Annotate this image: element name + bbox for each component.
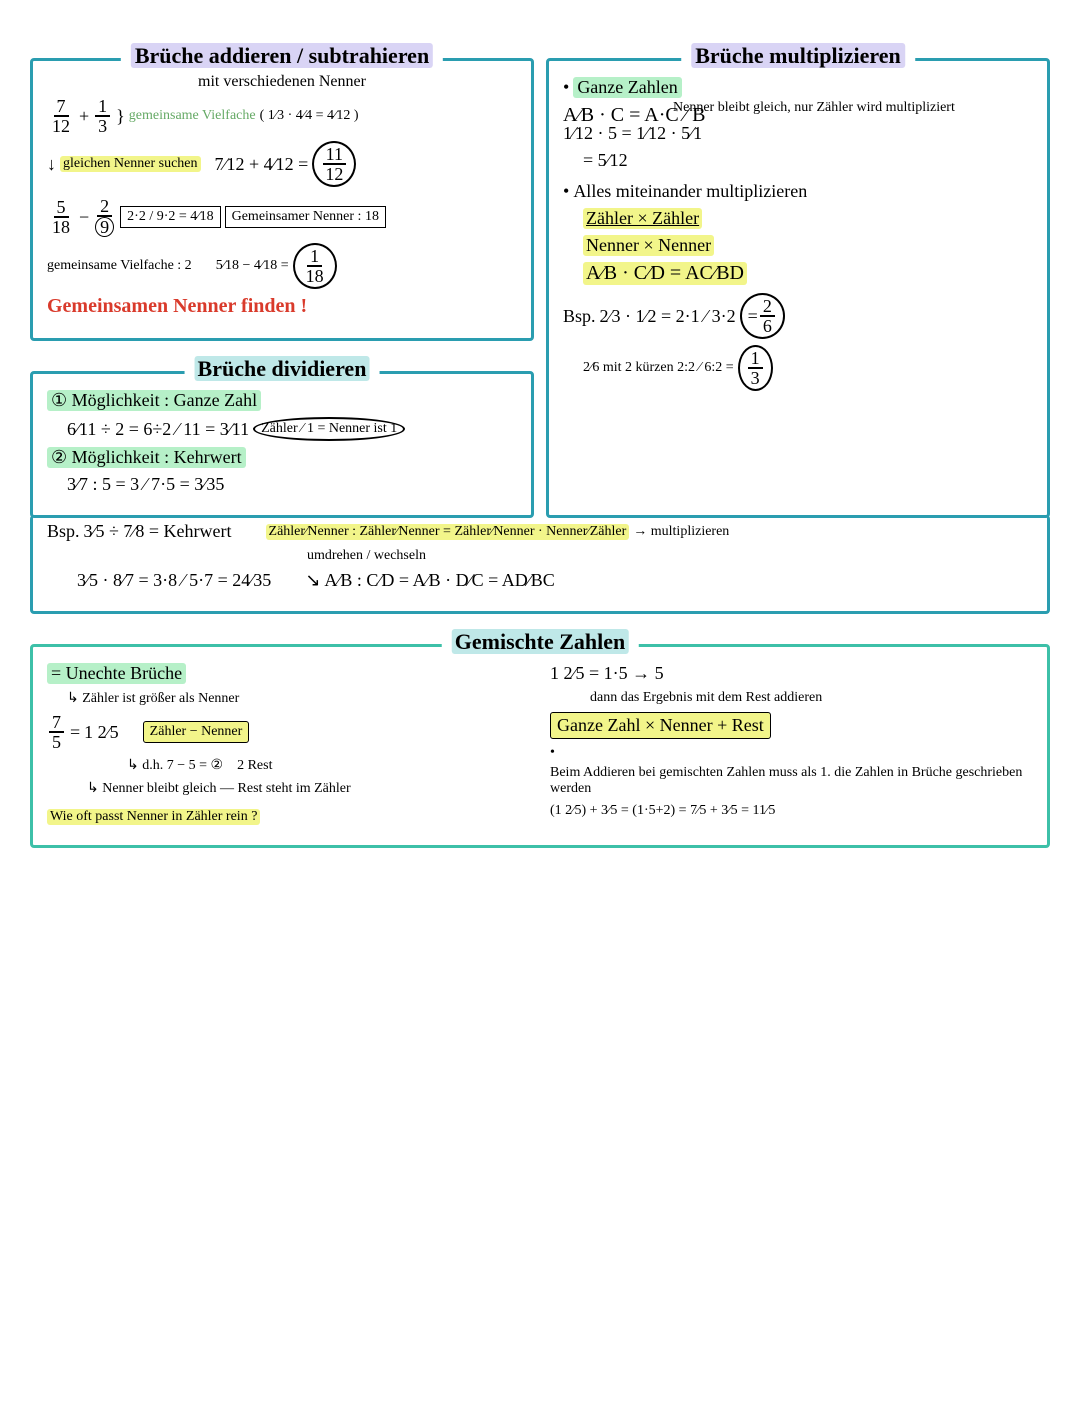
mix-rule1: Zähler − Nenner — [143, 721, 250, 743]
mul-kuerzen: 2⁄6 mit 2 kürzen 2:2 ⁄ 6:2 = 13 — [583, 345, 1033, 391]
mix-unechte: = Unechte Brüche — [47, 663, 530, 684]
div-opt2: ② Möglichkeit : Kehrwert — [47, 447, 517, 468]
mix-addeq: (1 2⁄5) + 3⁄5 = (1·5+2) = 7⁄5 + 3⁄5 = 11… — [550, 803, 1033, 819]
mul-ganze: •Ganze Zahlen — [563, 77, 1033, 98]
title-add-text: Brüche addieren / subtrahieren — [131, 43, 433, 68]
add-eq1: 712 + 13 } gemeinsame Vielfache ( 1⁄3 · … — [47, 97, 517, 135]
box-multiply: Brüche multiplizieren •Ganze Zahlen A⁄B … — [546, 58, 1050, 518]
div-rule: Zähler⁄Nenner : Zähler⁄Nenner = Zähler⁄N… — [266, 524, 630, 540]
title-add: Brüche addieren / subtrahieren — [121, 43, 443, 69]
mul-nxn: Nenner × Nenner — [583, 235, 1033, 256]
box-add-sub: Brüche addieren / subtrahieren mit versc… — [30, 58, 534, 341]
title-mix-text: Gemischte Zahlen — [452, 629, 629, 654]
mul-all: •Alles miteinander multiplizieren — [563, 181, 1033, 202]
sub-vielfache: gemeinsame Vielfache : 2 5⁄18 − 4⁄18 = 1… — [47, 243, 517, 289]
mix-ex: 75 = 1 2⁄5 Zähler − Nenner — [47, 713, 530, 751]
div-bsp-calc: 3⁄5 · 8⁄7 = 3·8 ⁄ 5·7 = 24⁄35 ↘ A⁄B : C⁄… — [77, 570, 1033, 591]
title-div: Brüche dividieren — [185, 356, 380, 382]
mix-dh: ↳ d.h. 7 − 5 = ② 2 Rest — [127, 757, 530, 774]
mix-sub: ↳ Zähler ist größer als Nenner — [67, 690, 530, 707]
mul-note1: Nenner bleibt gleich, nur Zähler wird mu… — [673, 99, 1033, 117]
mix-nenner-note: ↳ Nenner bleibt gleich — Rest steht im Z… — [87, 780, 530, 797]
mix-right2: dann das Ergebnis mit dem Rest addieren — [590, 690, 1033, 706]
mul-bsp: Bsp. 2⁄3 · 1⁄2 = 2·1 ⁄ 3·2 =26 — [563, 293, 1033, 339]
mix-right1: 1 2⁄5 = 1·5 → 5 — [550, 663, 1033, 684]
div-general: A⁄B : C⁄D = A⁄B · D⁄C = AD⁄BC — [324, 570, 554, 591]
sub-eq: 5⁄18 − 4⁄18 = — [216, 258, 289, 274]
title-div-text: Brüche dividieren — [195, 356, 370, 381]
sub-common: Gemeinsamer Nenner : 18 — [225, 206, 386, 228]
div-eq1-note: Zähler ⁄ 1 = Nenner ist 1 — [253, 417, 405, 441]
div-eq2: 3⁄7 : 5 = 3 ⁄ 7·5 = 3⁄35 — [67, 474, 517, 495]
find-nenner: gleichen Nenner suchen — [60, 156, 201, 172]
mul-ex1b: = 5⁄12 — [583, 150, 1033, 171]
sub-convert: 2·2 / 9·2 = 4⁄18 — [120, 206, 220, 228]
box-divide-wide: Bsp. 3⁄5 ÷ 7⁄8 = Kehrwert Zähler⁄Nenner … — [30, 515, 1050, 614]
mix-q: Wie oft passt Nenner in Zähler rein ? — [47, 809, 260, 825]
mul-rule2: A⁄B · C⁄D = AC⁄BD — [583, 262, 1033, 285]
mult-arrow: → multiplizieren — [633, 524, 729, 540]
mix-rule2: Ganze Zahl × Nenner + Rest — [550, 712, 1033, 739]
add-find: ↓ gleichen Nenner suchen 7⁄12 + 4⁄12 = 1… — [47, 141, 517, 187]
div-umdrehen: umdrehen / wechseln — [307, 548, 1033, 564]
title-mul: Brüche multiplizieren — [681, 43, 915, 69]
div-bsp: Bsp. 3⁄5 ÷ 7⁄8 = Kehrwert Zähler⁄Nenner … — [47, 521, 1033, 542]
mix-addnote: •Beim Addieren bei gemischten Zahlen mus… — [550, 745, 1033, 797]
add-eq2: 7⁄12 + 4⁄12 = — [215, 154, 309, 175]
mul-ex1a: 1⁄12 · 5 = 1⁄12 · 5⁄1 — [563, 123, 1033, 144]
div-opt1: ① Möglichkeit : Ganze Zahl — [47, 390, 517, 411]
box-mixed: Gemischte Zahlen = Unechte Brüche ↳ Zähl… — [30, 644, 1050, 848]
page-grid: Brüche addieren / subtrahieren mit versc… — [30, 40, 1050, 848]
title-mul-text: Brüche multiplizieren — [691, 43, 905, 68]
convert-1: ( 1⁄3 · 4⁄4 = 4⁄12 ) — [260, 108, 359, 124]
title-mix: Gemischte Zahlen — [442, 629, 639, 655]
sub-eq1: 518 − 29 2·2 / 9·2 = 4⁄18 Gemeinsamer Ne… — [47, 197, 517, 237]
label-vielfache: gemeinsame Vielfache — [129, 108, 256, 124]
box-divide: Brüche dividieren ① Möglichkeit : Ganze … — [30, 371, 534, 518]
tip-red: Gemeinsamen Nenner finden ! — [47, 295, 517, 318]
subtitle-add: mit verschiedenen Nenner — [47, 73, 517, 91]
mul-zxz: Zähler × Zähler — [583, 208, 1033, 229]
div-eq1: 6⁄11 ÷ 2 = 6÷2 ⁄ 11 = 3⁄11 Zähler ⁄ 1 = … — [67, 417, 517, 441]
